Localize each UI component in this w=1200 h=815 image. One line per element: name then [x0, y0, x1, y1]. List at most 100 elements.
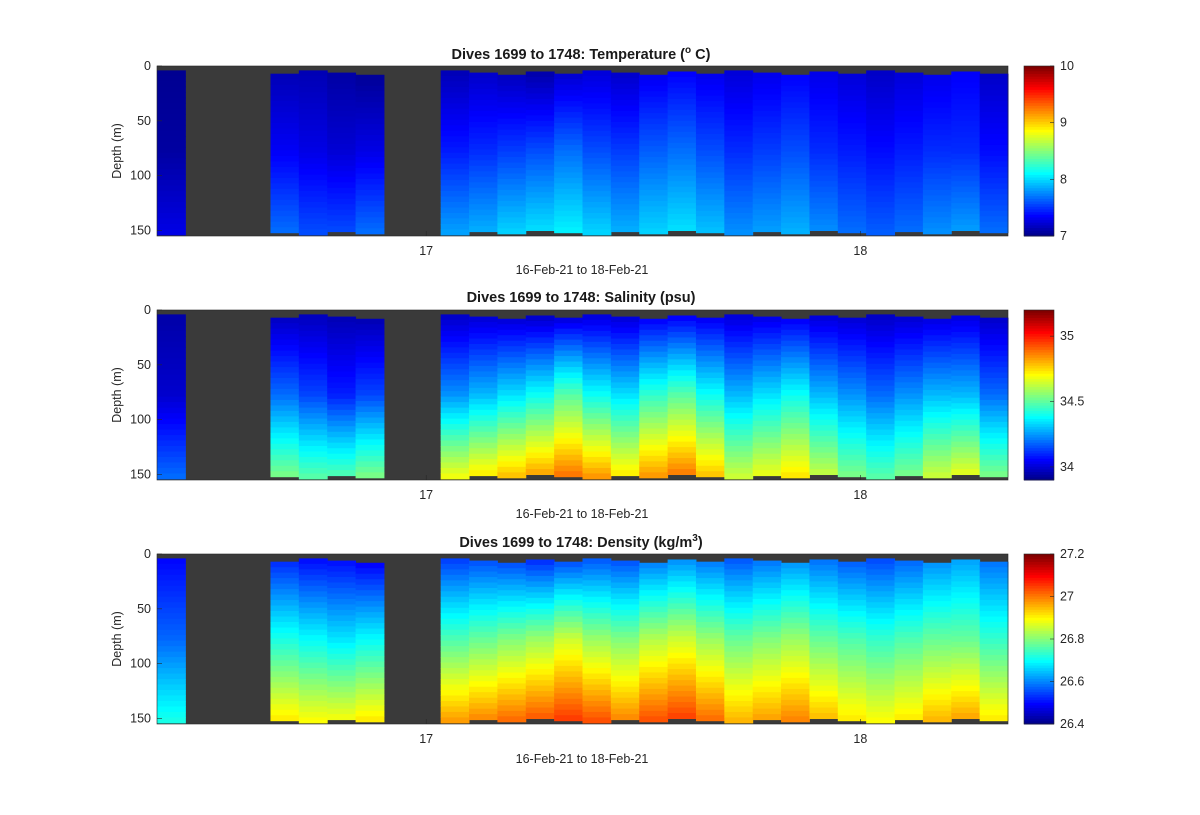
heatmap-cell: [752, 681, 782, 688]
heatmap-cell: [157, 196, 186, 203]
heatmap-cell: [355, 590, 385, 597]
heatmap-cell: [582, 103, 612, 110]
heatmap-cell: [610, 72, 640, 79]
heatmap-cell: [497, 450, 527, 457]
heatmap-cell: [270, 660, 300, 667]
heatmap-cell: [610, 182, 640, 189]
colorbar-swatch: [1024, 379, 1054, 383]
heatmap-cell: [667, 375, 697, 382]
heatmap-cell: [157, 86, 186, 93]
heatmap-cell: [554, 704, 583, 711]
heatmap-cell: [809, 680, 839, 687]
heatmap-cell: [270, 183, 300, 190]
heatmap-cell: [866, 396, 896, 403]
colorbar-swatch: [1024, 153, 1054, 157]
colorbar-swatch: [1024, 604, 1054, 608]
heatmap-cell: [525, 691, 555, 698]
heatmap-cell: [809, 320, 839, 327]
heatmap-cell: [469, 703, 498, 710]
colorbar-swatch: [1024, 623, 1054, 627]
heatmap-cell: [327, 670, 357, 677]
heatmap-cell: [695, 177, 725, 184]
heatmap-cell: [497, 677, 527, 684]
heatmap-cell: [270, 367, 300, 374]
heatmap-cell: [667, 203, 697, 210]
heatmap-cell: [270, 399, 300, 406]
heatmap-cell: [724, 352, 754, 359]
heatmap-cell: [157, 191, 186, 198]
heatmap-cell: [582, 174, 612, 181]
heatmap-cell: [639, 157, 669, 164]
heatmap-cell: [525, 208, 555, 215]
heatmap-cell: [979, 665, 1009, 672]
heatmap-cell: [894, 653, 924, 660]
heatmap-cell: [781, 562, 810, 569]
heatmap-cell: [781, 157, 810, 164]
heatmap-cell: [837, 388, 867, 395]
heatmap-cell: [752, 198, 782, 205]
heatmap-cell: [610, 631, 640, 638]
heatmap-cell: [979, 643, 1009, 650]
heatmap-cell: [610, 110, 640, 117]
heatmap-cell: [809, 214, 839, 221]
heatmap-cell: [554, 622, 583, 628]
heatmap-cell: [610, 143, 640, 150]
heatmap-cell: [157, 451, 186, 458]
heatmap-cell: [469, 393, 498, 400]
heatmap-cell: [469, 209, 498, 216]
heatmap-cell: [894, 333, 924, 340]
heatmap-cell: [667, 164, 697, 171]
heatmap-cell: [582, 711, 612, 718]
colorbar-swatch: [1024, 331, 1054, 335]
heatmap-cell: [582, 635, 612, 642]
heatmap-cell: [809, 669, 839, 676]
heatmap-cell: [781, 716, 810, 723]
heatmap-cell: [837, 427, 867, 434]
heatmap-cell: [497, 472, 527, 479]
heatmap-cell: [695, 328, 725, 335]
heatmap-cell: [327, 703, 357, 710]
heatmap-cell: [866, 97, 896, 104]
heatmap-cell: [582, 75, 612, 82]
ytick-label: 0: [144, 59, 151, 73]
heatmap-cell: [157, 640, 186, 647]
heatmap-cell: [610, 609, 640, 616]
heatmap-cell: [469, 176, 498, 183]
heatmap-cell: [724, 662, 754, 669]
heatmap-cell: [355, 346, 385, 353]
heatmap-cell: [837, 101, 867, 108]
heatmap-cell: [298, 569, 328, 576]
heatmap-cell: [525, 619, 555, 626]
heatmap-cell: [752, 420, 782, 427]
heatmap-cell: [837, 367, 867, 374]
colorbar-swatch: [1024, 554, 1054, 558]
heatmap-cell: [809, 414, 839, 421]
colorbar-swatch: [1024, 127, 1054, 131]
heatmap-cell: [270, 166, 300, 173]
heatmap-cell: [440, 191, 470, 198]
colorbar-swatch: [1024, 212, 1054, 216]
heatmap-cell: [837, 704, 867, 711]
colorbar-swatch: [1024, 196, 1054, 200]
heatmap-cell: [582, 81, 612, 88]
heatmap-cell: [270, 410, 300, 417]
heatmap-cell: [837, 323, 867, 330]
heatmap-cell: [866, 163, 896, 170]
heatmap-cell: [752, 349, 782, 356]
heatmap-cell: [327, 588, 357, 594]
heatmap-cell: [497, 688, 527, 695]
heatmap-cell: [440, 435, 470, 442]
heatmap-cell: [866, 684, 896, 691]
colorbar-swatch: [1024, 644, 1054, 648]
heatmap-cell: [469, 121, 498, 128]
heatmap-cell: [270, 317, 300, 324]
heatmap-cell: [355, 329, 385, 336]
heatmap-cell: [809, 608, 839, 615]
heatmap-cell: [695, 627, 725, 634]
heatmap-cell: [894, 121, 924, 128]
heatmap-cell: [497, 634, 527, 641]
heatmap-cell: [979, 583, 1009, 590]
colorbar-swatch: [1024, 172, 1054, 176]
heatmap-cell: [922, 173, 952, 180]
